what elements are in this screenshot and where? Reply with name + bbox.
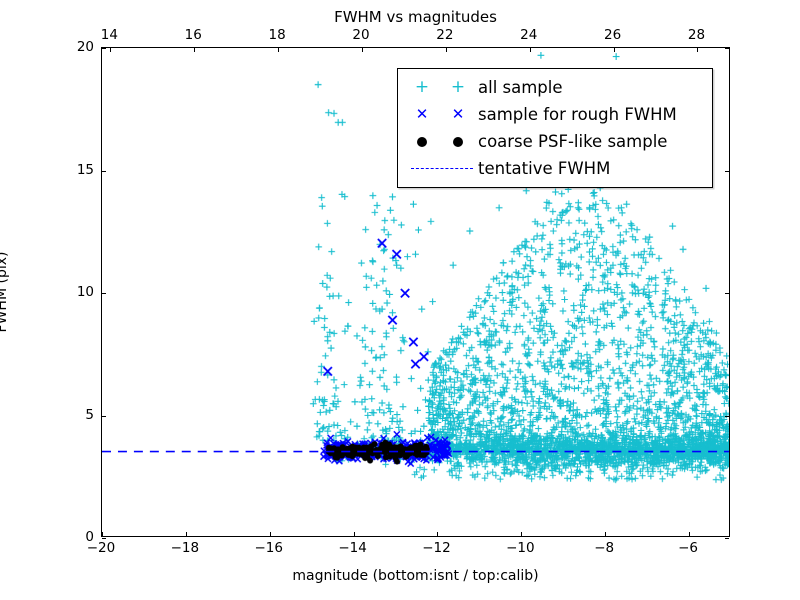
x-tick-mark-top	[529, 48, 531, 52]
x-tick-mark	[437, 532, 439, 536]
x-tick-label-top: 18	[268, 27, 286, 43]
y-tick-mark-right	[725, 48, 729, 49]
y-tick-mark-right	[725, 293, 729, 294]
cross-icon: ✕ ✕	[415, 105, 465, 123]
x-tick-mark-top	[361, 48, 363, 52]
dashed-line-icon	[404, 168, 476, 169]
x-tick-label-top: 24	[520, 27, 538, 43]
x-tick-label-bottom: −8	[594, 540, 615, 556]
legend-label: tentative FWHM	[478, 159, 611, 178]
x-tick-label-bottom: −14	[338, 540, 367, 556]
x-tick-label-top: 22	[436, 27, 454, 43]
y-tick-label: 10	[76, 284, 94, 300]
x-tick-mark	[102, 532, 103, 536]
legend-label: sample for rough FWHM	[478, 105, 677, 124]
x-tick-label-bottom: −16	[254, 540, 283, 556]
y-tick-label: 15	[76, 161, 94, 178]
legend-item-tentative-fwhm[interactable]: tentative FWHM	[404, 155, 704, 182]
legend-label: all sample	[478, 78, 563, 97]
y-tick-mark-right	[725, 170, 729, 172]
y-axis-label: FWHM (pix)	[0, 251, 10, 333]
y-tick-mark-left	[102, 538, 106, 539]
y-tick-mark-left	[102, 293, 106, 294]
x-tick-mark-top	[445, 48, 447, 52]
x-tick-label-top: 28	[687, 27, 706, 43]
x-tick-label-bottom: −6	[678, 540, 699, 556]
page-title: FWHM vs magnitudes	[334, 8, 497, 26]
y-tick-mark-left	[102, 415, 106, 417]
y-tick-mark-right	[725, 538, 729, 539]
x-tick-label-top: 16	[184, 27, 202, 43]
legend[interactable]: + + all sample ✕ ✕ sample for rough FWHM…	[397, 68, 713, 188]
legend-label: coarse PSF-like sample	[478, 132, 668, 151]
legend-item-all-sample[interactable]: + + all sample	[404, 74, 704, 101]
x-tick-label-top: 14	[100, 27, 118, 43]
x-tick-mark	[269, 532, 271, 536]
x-tick-mark-top	[194, 48, 196, 52]
y-tick-label: 5	[85, 406, 94, 423]
x-tick-label-bottom: −18	[170, 540, 200, 556]
y-tick-mark-left	[102, 48, 106, 49]
x-tick-mark-top	[110, 48, 112, 52]
dot-icon	[404, 136, 476, 147]
x-tick-mark	[185, 532, 187, 536]
legend-item-coarse-psf[interactable]: coarse PSF-like sample	[404, 128, 704, 155]
x-axis-label: magnitude (bottom:isnt / top:calib)	[292, 568, 539, 584]
x-tick-label-bottom: −20	[86, 540, 116, 556]
y-tick-label: 0	[85, 529, 94, 545]
x-tick-mark	[605, 532, 607, 536]
y-tick-label: 20	[76, 39, 94, 55]
x-tick-mark	[353, 532, 355, 536]
x-tick-label-top: 26	[603, 27, 622, 43]
x-tick-label-top: 20	[352, 27, 370, 43]
x-tick-mark-top	[613, 48, 615, 52]
x-tick-label-bottom: −10	[506, 540, 535, 556]
x-tick-mark-top	[697, 48, 699, 52]
x-tick-mark	[521, 532, 523, 536]
plus-icon: + +	[414, 77, 466, 97]
x-tick-mark-top	[278, 48, 280, 52]
x-tick-mark	[689, 532, 691, 536]
y-tick-mark-left	[102, 170, 106, 172]
legend-item-rough-fwhm[interactable]: ✕ ✕ sample for rough FWHM	[404, 101, 704, 128]
y-tick-mark-right	[725, 415, 729, 417]
x-tick-label-bottom: −12	[422, 540, 451, 556]
